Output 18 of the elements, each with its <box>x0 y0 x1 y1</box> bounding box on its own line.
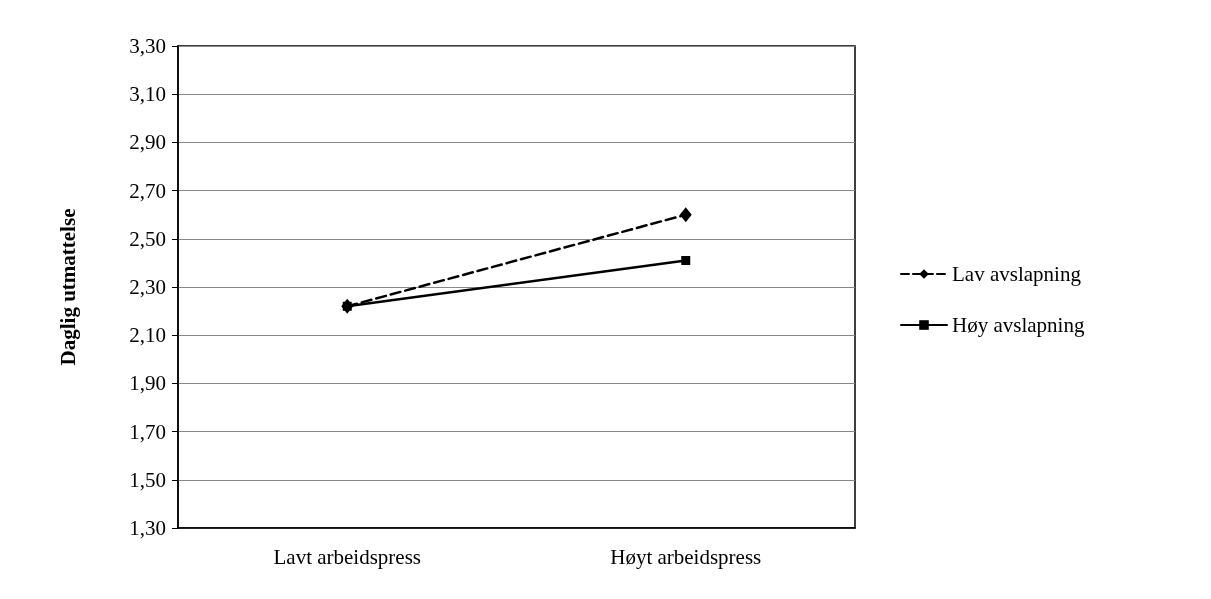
y-tick-label: 3,30 <box>129 34 166 58</box>
y-tick-label: 2,10 <box>129 323 166 348</box>
y-axis-title: Daglig utmattelse <box>55 208 80 366</box>
y-tick-label: 3,10 <box>129 82 166 107</box>
y-tick-label: 2,90 <box>129 130 166 155</box>
legend-label: Lav avslapning <box>952 262 1082 286</box>
y-tick-label: 1,70 <box>129 419 166 444</box>
y-tick-label: 1,30 <box>129 516 166 540</box>
point <box>679 207 692 223</box>
x-tick-label: Høyt arbeidspress <box>610 544 762 569</box>
legend-label: Høy avslapning <box>952 313 1085 337</box>
y-tick-label: 1,50 <box>129 467 166 492</box>
point <box>681 255 691 265</box>
y-tick-label: 2,50 <box>129 226 166 251</box>
y-tick-label: 2,30 <box>129 275 166 299</box>
x-tick-label: Lavt arbeidspress <box>273 544 422 569</box>
y-tick-label: 1,90 <box>129 371 166 396</box>
y-tick-label: 2,70 <box>129 178 166 203</box>
